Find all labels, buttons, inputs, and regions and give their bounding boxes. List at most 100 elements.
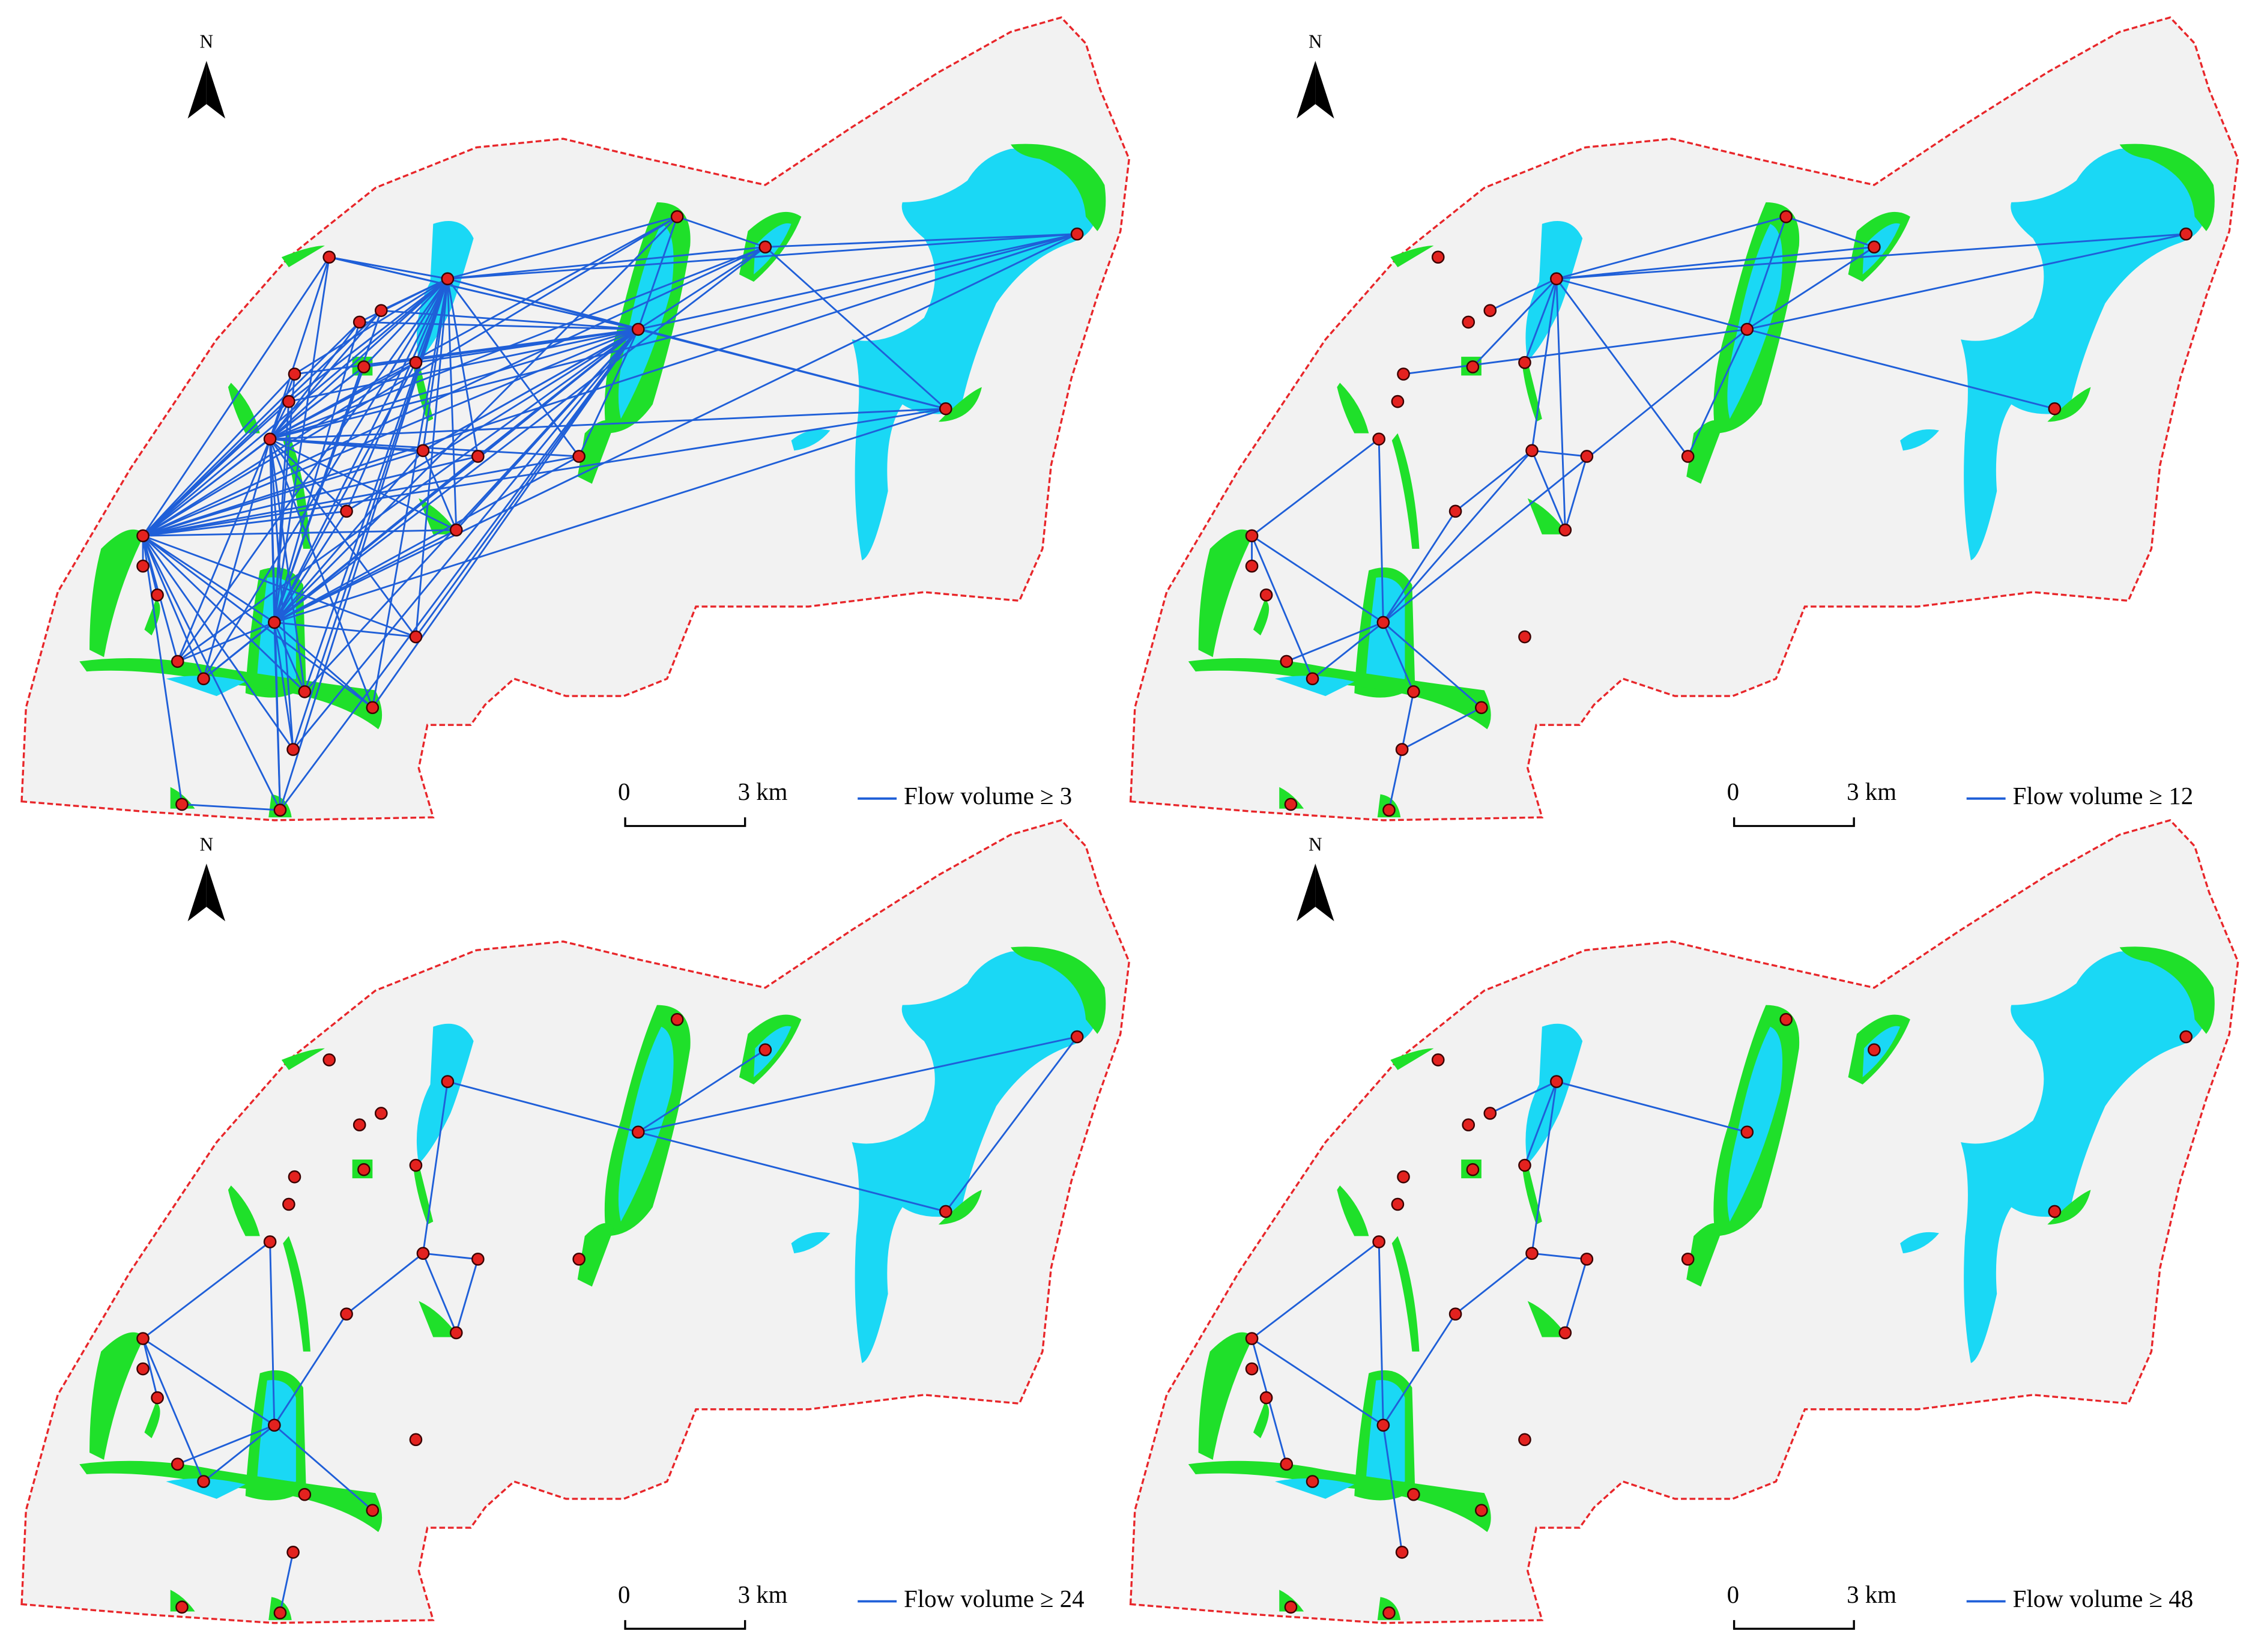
flow-line: [177, 328, 639, 662]
site-node: [1382, 1606, 1396, 1620]
flow-line: [269, 438, 417, 638]
site-node: [282, 1197, 295, 1211]
flow-line: [1556, 246, 1874, 280]
legend-label: Flow volume ≥ 48: [2013, 1585, 2193, 1612]
flow-line: [446, 279, 479, 457]
flow-line: [142, 401, 289, 537]
site-node: [171, 655, 184, 668]
flow-line: [270, 438, 478, 458]
site-node: [1681, 450, 1695, 463]
site-node: [1525, 444, 1539, 458]
site-node: [1431, 250, 1445, 264]
scale-bar: [624, 1620, 746, 1630]
site-node: [631, 1125, 645, 1139]
flow-line: [638, 233, 1077, 330]
flow-line: [1564, 1259, 1588, 1333]
flow-line: [1746, 233, 2187, 330]
site-node: [1448, 504, 1462, 518]
flow-line: [1403, 328, 1748, 375]
site-node: [197, 1475, 210, 1488]
flow-line: [1687, 328, 1748, 457]
flow-line: [1312, 622, 1384, 680]
site-node: [1280, 1457, 1294, 1471]
site-node: [1259, 1391, 1273, 1405]
flow-line: [273, 1313, 348, 1426]
flow-line: [1556, 277, 1748, 330]
flow-line: [142, 535, 374, 709]
flow-line: [1251, 535, 1384, 623]
flow-line: [1556, 1080, 1748, 1133]
site-node: [175, 1600, 189, 1614]
flow-line: [142, 408, 946, 537]
site-node: [273, 803, 287, 817]
flow-line: [269, 438, 348, 512]
flow-line: [422, 1253, 458, 1333]
site-node: [353, 315, 366, 329]
flow-line: [447, 246, 766, 280]
map-panel: N 0 3 km Flow volume ≥ 12: [1129, 16, 2239, 828]
flow-line: [269, 278, 449, 440]
flow-line: [1531, 279, 1558, 451]
site-node: [136, 529, 150, 543]
site-node: [1376, 616, 1390, 629]
flow-line: [269, 366, 365, 440]
site-node: [322, 1053, 336, 1067]
site-node: [1466, 1163, 1480, 1176]
site-node: [263, 432, 277, 446]
flow-line: [274, 408, 946, 623]
flow-line: [274, 529, 457, 623]
site-node: [2179, 1030, 2193, 1044]
flow-line: [142, 535, 306, 692]
scale-end: 3 km: [738, 1581, 788, 1608]
flow-line: [416, 328, 638, 364]
scale-bar: [624, 817, 746, 828]
site-node: [353, 1118, 366, 1132]
base-map: [20, 819, 1130, 1624]
site-node: [282, 395, 295, 408]
site-node: [340, 504, 353, 518]
site-node: [1306, 672, 1319, 686]
flow-line: [1401, 691, 1415, 750]
site-node: [1372, 1235, 1385, 1248]
site-node: [1245, 1332, 1259, 1345]
site-node: [366, 1504, 380, 1517]
flow-line: [269, 438, 374, 708]
site-node: [1284, 1600, 1298, 1614]
site-node: [197, 672, 210, 686]
flow-line: [1556, 233, 2187, 280]
flow-line: [1556, 216, 1787, 280]
site-node: [374, 1107, 388, 1120]
scale-end: 3 km: [738, 778, 788, 805]
flow-line: [1382, 328, 1748, 623]
site-node: [939, 1205, 952, 1218]
flow-line: [269, 310, 382, 440]
legend-label: Flow volume ≥ 12: [2013, 782, 2193, 809]
site-node: [1580, 450, 1594, 463]
site-node: [1483, 304, 1497, 317]
flow-line: [1746, 246, 1875, 330]
flow-line: [346, 328, 639, 512]
site-node: [1558, 1326, 1572, 1340]
flow-line: [303, 278, 449, 692]
flow-line: [203, 1424, 275, 1483]
site-node: [1550, 272, 1563, 286]
north-arrow: [1297, 61, 1334, 119]
site-node: [1525, 1247, 1539, 1260]
flow-line: [202, 438, 271, 679]
site-node: [572, 1252, 586, 1266]
scale-start: 0: [618, 778, 630, 805]
flow-line: [142, 373, 295, 537]
flow-line: [1555, 279, 1566, 530]
flow-line: [292, 328, 639, 750]
site-node: [1466, 360, 1480, 374]
site-node: [1391, 395, 1405, 408]
site-node: [1518, 630, 1531, 644]
flow-line: [1524, 278, 1558, 363]
legend-label: Flow volume ≥ 3: [904, 782, 1072, 809]
flow-line: [177, 278, 449, 662]
flow-line: [1454, 450, 1533, 512]
flow-line: [142, 455, 479, 537]
flow-line: [447, 1080, 639, 1133]
flow-line: [447, 216, 678, 280]
flow-line: [269, 438, 457, 531]
